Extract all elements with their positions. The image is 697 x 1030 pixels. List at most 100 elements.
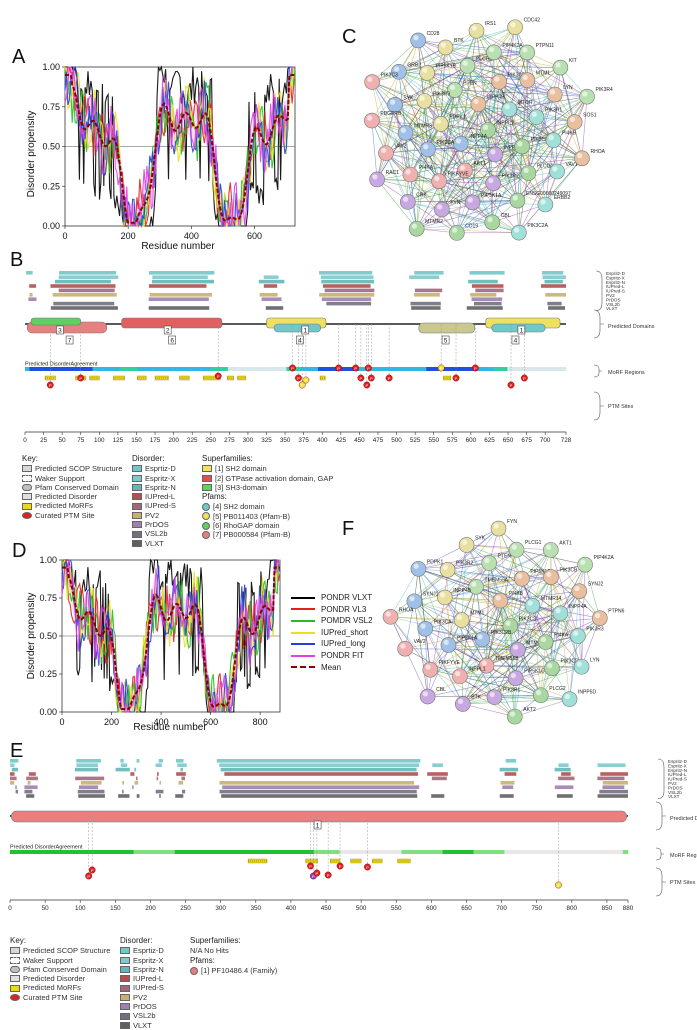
track-e-ptm-letter: P [366, 865, 369, 870]
track-b-disorder-segment [264, 284, 277, 288]
track-b-agreement-cell [413, 367, 418, 371]
track-b-disorder-segment [51, 306, 118, 310]
network-c-node-highlight [367, 115, 372, 120]
track-e-agreement-cell [201, 850, 206, 854]
track-e-agreement-cell [607, 850, 612, 854]
network-c-node-label: PI4KA [419, 165, 434, 171]
network-c-node-label: LYN [563, 85, 573, 91]
track-b-morf-brace [594, 365, 602, 377]
track-e-axis-label: 600 [426, 905, 437, 912]
track-b-agreement-cell [196, 367, 201, 371]
track-b-agreement-cell [314, 367, 319, 371]
network-c-node-highlight [473, 99, 478, 104]
pfam-title: Pfams: [190, 956, 277, 965]
disorder-item: Esprtiz-D [132, 464, 176, 473]
legend-swatch [291, 632, 315, 634]
network-c-node-circle [409, 221, 424, 236]
pfam-item-swatch [202, 531, 210, 539]
track-e-agreement-cell [540, 850, 545, 854]
chart-d-ylabel: Disorder propensity [26, 593, 37, 680]
track-b-axis-label: 250 [206, 437, 217, 444]
track-e-disorder-segment [500, 768, 519, 772]
track-b-agreement-cell [48, 367, 53, 371]
track-b-agreement-cell [453, 367, 458, 371]
legend-swatch [291, 666, 315, 668]
track-e-agreement-cell [304, 850, 309, 854]
network-f-node-highlight [386, 612, 391, 617]
key-item-label: Predicted SCOP Structure [23, 946, 110, 955]
track-b-agreement-cell [422, 367, 427, 371]
track-e-agreement-cell [237, 850, 242, 854]
disorder-item-label: PrDOS [133, 1002, 157, 1011]
track-e-agreement-cell [242, 850, 247, 854]
pfam-item-swatch [202, 522, 210, 530]
key-item: Predicted MoRFs [22, 501, 122, 510]
track-e-disorder-segment [431, 794, 444, 798]
network-c-node-label: MTOR [518, 100, 533, 106]
track-b-agreement-cell [255, 367, 260, 371]
track-e-agreement-cell [386, 850, 391, 854]
network-c-node-highlight [549, 135, 554, 140]
network-f-node: AKT2 [507, 707, 536, 724]
track-e-agreement-cell [587, 850, 592, 854]
network-f-node-circle [533, 688, 548, 703]
track-b-domain-label: 4 [298, 338, 302, 345]
track-e-agreement-cell [144, 850, 149, 854]
track-b-domain-label: 4 [514, 338, 518, 345]
network-c-node-circle [417, 93, 432, 108]
network-c-node-circle [420, 142, 435, 157]
network-c-node-highlight [441, 42, 446, 47]
pfam-item: [6] RhoGAP domain [202, 521, 333, 530]
track-b-agreement-cell [142, 367, 147, 371]
network-c-node: SOS1 [567, 113, 597, 130]
disorder-item-swatch [120, 966, 130, 973]
disorder-track-b: Espritz-DEspritz-XEspritz-NIUPred-LIUPre… [0, 264, 697, 450]
track-b-disorder-segment [260, 293, 278, 297]
track-b-disorder-segment [322, 297, 371, 301]
network-c-node-circle [502, 102, 517, 117]
network-c-node-circle [508, 20, 523, 35]
network-c-node-label: MTMR3 [414, 123, 432, 129]
network-c-node-highlight [367, 77, 372, 82]
track-b-axis-label: 375 [298, 437, 309, 444]
track-b-agreement-cell [494, 367, 499, 371]
network-c-node-circle [510, 193, 525, 208]
disorder-item-label: PrDOS [145, 520, 169, 529]
network-c-node-circle [449, 225, 464, 240]
disorder-item: IUPred-S [132, 501, 176, 510]
track-e-disorder-segment [157, 772, 159, 776]
track-b-agreement-cell [25, 367, 30, 371]
chart-a-ytick-label: 0.50 [42, 142, 60, 152]
chart-a-xtick-label: 600 [247, 231, 262, 241]
network-c-node-label: AKT1 [473, 161, 486, 167]
track-e-disorder-segment [10, 763, 14, 767]
network-f-node-label: MTM1 [470, 611, 484, 617]
track-e-disorder-segment [24, 790, 32, 794]
track-e-agreement-cell [551, 850, 556, 854]
network-c-node-highlight [401, 128, 406, 133]
key-item-swatch [10, 966, 20, 973]
track-b-axis-label: 500 [391, 437, 402, 444]
track-e-agreement-cell [391, 850, 396, 854]
track-b-agreement-cell [61, 367, 66, 371]
track-b-axis-label: 275 [224, 437, 235, 444]
track-e-agreement-cell [334, 850, 339, 854]
track-e-agreement-cell [77, 850, 82, 854]
network-c-node-highlight [487, 217, 492, 222]
track-e-predictor-label: VLXT [668, 794, 680, 799]
track-e-disorder-segment [28, 781, 31, 785]
track-e-agreement-cell [257, 850, 262, 854]
track-e-agreement-cell [571, 850, 576, 854]
superfamily-item-label: N/A No Hits [190, 946, 229, 955]
superfamily-item: [1] SH2 domain [202, 464, 333, 473]
track-e-axis-label: 750 [531, 905, 542, 912]
network-f-node-circle [544, 570, 559, 585]
network-c-node-label: RAC1 [386, 170, 400, 176]
chart-a-xtick-label: 200 [121, 231, 136, 241]
track-b-agreement-cell [178, 367, 183, 371]
track-b-agreement-cell [521, 367, 526, 371]
network-c-node-highlight [452, 228, 457, 233]
disorder-item-label: Espritz-X [145, 474, 175, 483]
track-e-disorder-segment [432, 777, 447, 781]
network-c-node-circle [547, 87, 562, 102]
